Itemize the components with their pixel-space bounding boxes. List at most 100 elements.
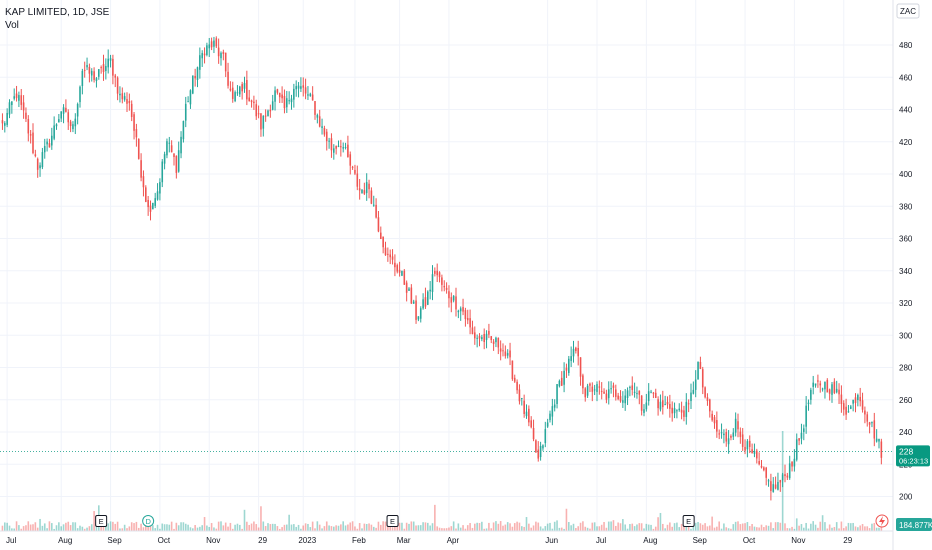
candle-body — [382, 236, 384, 248]
candle-body — [318, 116, 321, 127]
candle-body — [770, 481, 772, 491]
candle-body — [560, 377, 563, 386]
volume-bar — [483, 528, 485, 531]
candle-body — [840, 394, 843, 404]
candle-body — [854, 397, 857, 404]
candle-body — [654, 392, 657, 398]
candle-body — [734, 418, 737, 433]
time-tick-label: 29 — [843, 536, 852, 545]
candle-body — [558, 380, 561, 387]
volume-bar — [600, 524, 603, 531]
candle-body — [427, 291, 429, 305]
candle-body — [154, 198, 156, 206]
candle-body — [716, 420, 718, 432]
candle-body — [448, 291, 450, 299]
candle-body — [607, 389, 610, 399]
volume-bar — [455, 528, 457, 531]
candle-body — [351, 166, 354, 168]
volume-bar — [309, 527, 312, 531]
candle-body — [880, 441, 883, 458]
candle-body — [603, 391, 605, 394]
candle-body — [828, 389, 831, 394]
volume-bar — [239, 524, 241, 531]
volume-bar — [177, 525, 180, 531]
volume-bar — [290, 524, 293, 531]
volume-bar — [361, 528, 363, 531]
volume-bar — [231, 528, 234, 531]
volume-bar — [518, 522, 521, 531]
time-tick-label: Feb — [352, 536, 366, 545]
price-tick-label: 380 — [899, 202, 913, 211]
candle-body — [325, 131, 328, 142]
time-axis[interactable]: Jul Aug Sep Oct Nov 29 2023 Feb Mar Apr Jun Jul Aug S… — [6, 536, 853, 545]
candle-body — [234, 92, 236, 102]
candle-body — [264, 115, 267, 117]
volume-bar — [795, 518, 798, 531]
volume-bar — [257, 527, 260, 531]
volume-bar — [8, 525, 11, 531]
volume-bar — [852, 522, 854, 531]
volume-bar — [544, 526, 547, 531]
candle-body — [286, 98, 288, 108]
volume-bar — [241, 528, 243, 531]
volume-bar — [464, 528, 467, 531]
volume-bar — [833, 527, 836, 531]
volume-bar — [354, 526, 356, 531]
dividend-marker[interactable]: D — [142, 515, 155, 527]
earnings-marker[interactable]: E — [386, 515, 399, 527]
candle-body — [857, 394, 859, 401]
volume-bar — [640, 523, 643, 531]
volume-bar — [441, 528, 443, 531]
volume-bar — [246, 521, 248, 531]
volume-bar — [575, 528, 577, 531]
volume-bar — [445, 528, 448, 531]
candle-body — [140, 160, 142, 178]
volume-bar — [260, 506, 262, 531]
volume-bar — [51, 523, 53, 531]
candle-body — [177, 150, 180, 172]
candle-body — [431, 274, 434, 292]
lightning-icon[interactable] — [875, 514, 889, 528]
volume-bar — [629, 524, 631, 531]
volume-bar — [372, 526, 375, 531]
candle-body — [697, 361, 699, 380]
candle-body — [671, 407, 673, 414]
candle-body — [130, 103, 133, 117]
candle-body — [591, 386, 594, 392]
currency-label-box[interactable]: ZAC — [896, 3, 920, 19]
volume-bar — [727, 528, 730, 531]
candle-body — [795, 439, 798, 460]
candle-body — [871, 422, 873, 424]
volume-bar — [6, 522, 8, 531]
event-marker-label: E — [686, 517, 691, 526]
price-tick-label: 320 — [899, 299, 913, 308]
candle-body — [878, 438, 880, 442]
volume-bar — [311, 521, 314, 531]
candle-body — [629, 386, 631, 388]
volume-bar — [27, 521, 30, 531]
volume-bar — [535, 521, 537, 531]
volume-bar — [18, 525, 20, 531]
candle-body — [236, 92, 239, 94]
volume-bar — [845, 526, 847, 531]
candle-body — [391, 256, 394, 260]
earnings-marker[interactable]: E — [682, 515, 695, 527]
candle-body — [170, 145, 173, 153]
price-axis[interactable]: 2002202402602803003203403603804004204404… — [899, 41, 913, 502]
candle-body — [824, 381, 826, 390]
candle-body — [814, 383, 817, 386]
volume-bar — [622, 519, 624, 531]
volume-bar — [615, 525, 617, 531]
volume-bar — [253, 521, 255, 531]
volume-bar — [521, 526, 523, 531]
volume-bar — [196, 527, 199, 531]
volume-bar — [800, 524, 803, 531]
price-tick-label: 460 — [899, 73, 913, 82]
earnings-marker[interactable]: E — [95, 515, 108, 527]
candle-body — [36, 158, 39, 170]
candle-body — [27, 119, 30, 134]
candle-body — [55, 124, 58, 127]
volume-bar — [596, 526, 598, 531]
